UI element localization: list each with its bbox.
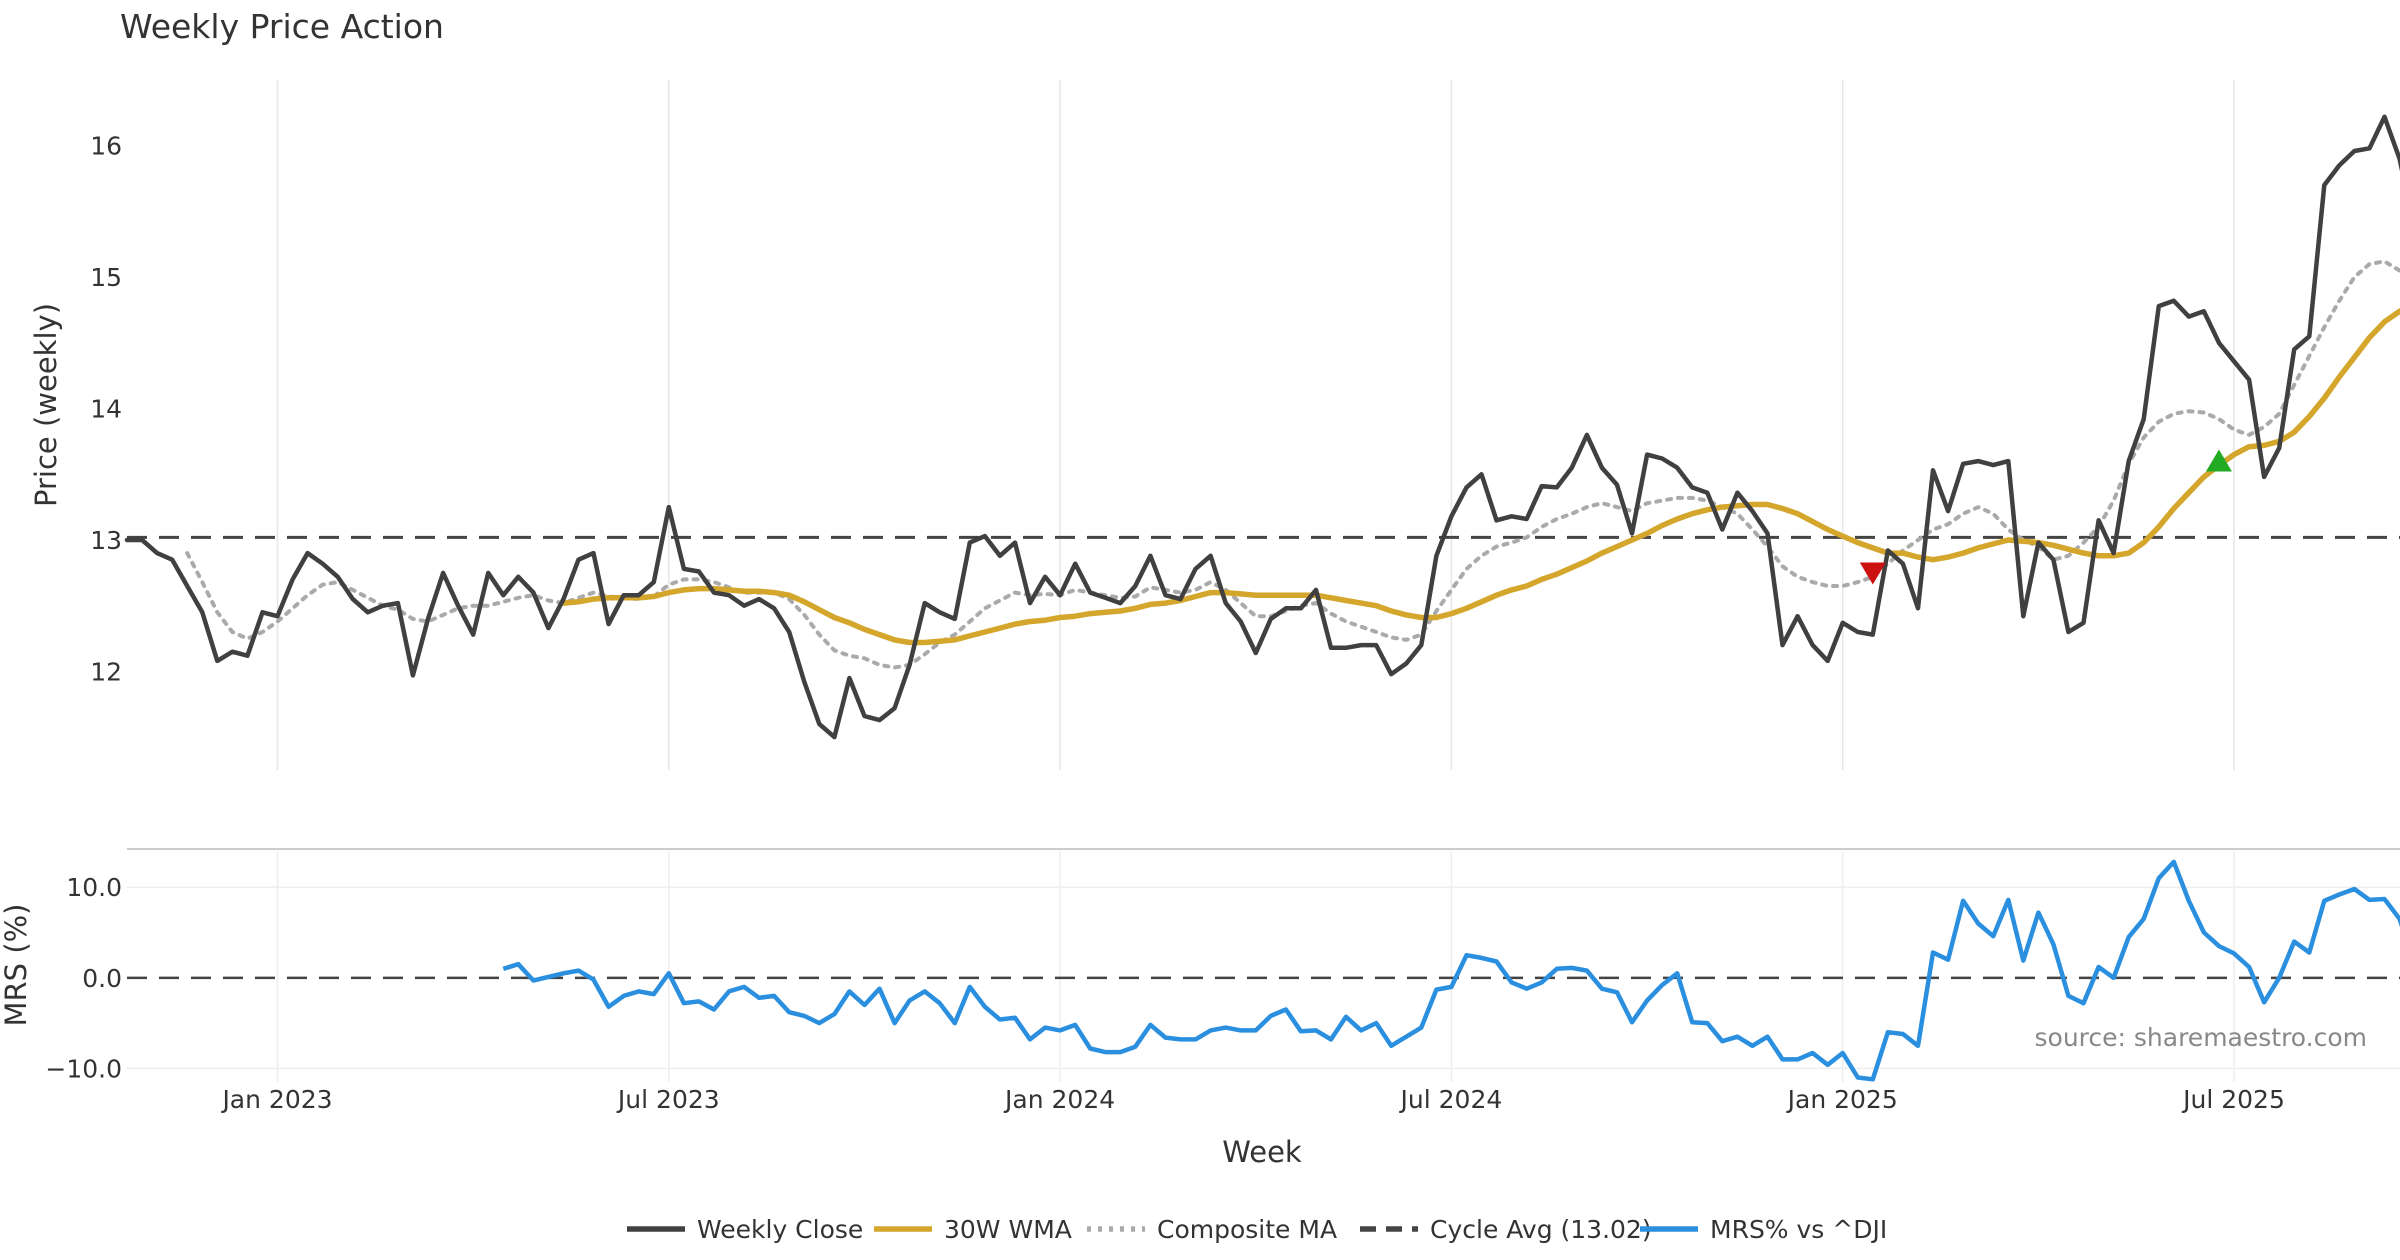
x-tick-label: Jul 2025 (2181, 1085, 2285, 1114)
legend-label: 30W WMA (944, 1215, 1072, 1244)
composite-ma-line (185, 259, 2400, 670)
price-y-tick-label: 16 (90, 132, 122, 161)
mrs-line (502, 859, 2400, 1082)
sell-signal-marker (1859, 562, 1886, 585)
price-y-tick-label: 12 (90, 657, 122, 686)
mrs-y-tick-label: 0.0 (82, 964, 122, 993)
source-annotation: source: sharemaestro.com (2035, 1023, 2368, 1052)
x-tick-labels: Jan 2023 Jul 2023 Jan 2024 Jul 2024 Jan 2025… (220, 1085, 2284, 1114)
grid-lines (127, 80, 2400, 1082)
signal-markers (1859, 449, 2232, 585)
mrs-y-tick-label: 10.0 (66, 873, 122, 902)
legend: Weekly Close 30W WMA Composite MA Cycle Avg… (627, 1215, 1887, 1244)
x-tick-label: Jan 2025 (1786, 1085, 1898, 1114)
x-tick-label: Jan 2024 (1003, 1085, 1115, 1114)
buy-signal-marker (2205, 449, 2232, 472)
x-axis-label: Week (1222, 1135, 1302, 1169)
legend-label: MRS% vs ^DJI (1710, 1215, 1887, 1244)
weekly-close-line (124, 114, 2400, 740)
legend-label: Cycle Avg (13.02) (1430, 1215, 1652, 1244)
reference-lines (127, 535, 2400, 980)
series-lines (124, 114, 2400, 1082)
price-y-axis-label: Price (weekly) (29, 303, 63, 507)
mrs-y-tick-label: −10.0 (45, 1054, 122, 1083)
y-tick-labels: 12 13 14 15 16 10.0 0.0 −10.0 (45, 132, 122, 1084)
legend-label: Weekly Close (697, 1215, 863, 1244)
wma-30w-line (560, 307, 2400, 646)
price-y-tick-label: 13 (90, 526, 122, 555)
x-tick-label: Jan 2023 (220, 1085, 332, 1114)
x-tick-label: Jul 2023 (616, 1085, 720, 1114)
mrs-y-axis-label: MRS (%) (0, 904, 33, 1027)
price-y-tick-label: 14 (90, 395, 122, 424)
x-tick-label: Jul 2024 (1399, 1085, 1503, 1114)
chart-title: Weekly Price Action (120, 7, 444, 46)
price-y-tick-label: 15 (90, 263, 122, 292)
legend-label: Composite MA (1157, 1215, 1337, 1244)
